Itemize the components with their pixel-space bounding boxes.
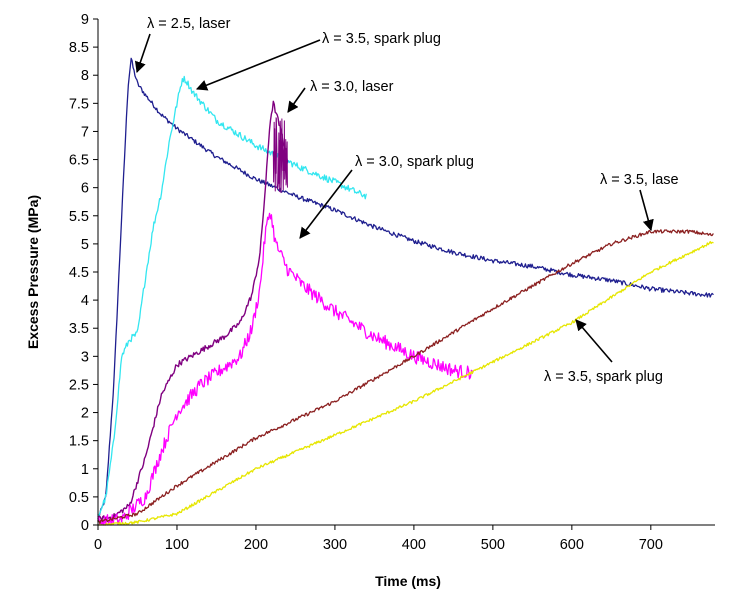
y-tick-label: 1.5	[69, 434, 89, 450]
x-axis-title: Time (ms)	[375, 573, 441, 589]
series-line-1	[97, 75, 367, 517]
series-line-2	[97, 100, 289, 522]
series-line-5	[97, 240, 714, 526]
x-tick-label: 0	[94, 537, 102, 553]
y-tick-label: 0	[81, 518, 89, 534]
annotation-arrow	[639, 189, 654, 232]
axes-layer	[97, 19, 715, 526]
y-tick-label: 5	[81, 237, 89, 253]
annotation-arrow	[195, 39, 321, 91]
annotation-arrow	[287, 87, 306, 113]
annotation-label: λ = 2.5, laser	[147, 16, 231, 32]
x-tick-label: 300	[323, 537, 347, 553]
y-tick-label: 2.5	[69, 377, 89, 393]
x-tick-label: 700	[639, 537, 663, 553]
y-tick-label: 7	[81, 124, 89, 140]
annotation-label: λ = 3.5, spark plug	[544, 369, 663, 385]
y-tick-label: 5.5	[69, 209, 89, 225]
series-layer	[97, 57, 714, 526]
annotation-label: λ = 3.5, spark plug	[322, 31, 441, 47]
y-tick-label: 3.5	[69, 321, 89, 337]
y-tick-label: 2	[81, 406, 89, 422]
x-tick-label: 100	[165, 537, 189, 553]
y-tick-label: 6	[81, 181, 89, 197]
ticks-layer: 0 100 200 300 400 500 600 700 0 0.5 1 1.5 2 2.5 3 3.5 4 4…	[69, 12, 663, 553]
annotation-label: λ = 3.5, lase	[600, 172, 679, 188]
series-oscillation-band	[272, 117, 288, 194]
y-axis-title: Excess Pressure (MPa)	[25, 195, 41, 349]
annotation-arrow	[134, 33, 151, 74]
x-tick-label: 400	[402, 537, 426, 553]
y-tick-label: 1	[81, 462, 89, 478]
y-tick-label: 8	[81, 68, 89, 84]
annotation-arrow	[299, 169, 353, 239]
y-tick-label: 3	[81, 349, 89, 365]
series-line-0	[97, 57, 714, 520]
y-tick-label: 4	[81, 293, 89, 309]
y-tick-label: 7.5	[69, 96, 89, 112]
series-line-3	[97, 212, 473, 526]
y-tick-label: 8.5	[69, 40, 89, 56]
x-tick-label: 500	[481, 537, 505, 553]
x-tick-label: 200	[244, 537, 268, 553]
annotation-label: λ = 3.0, spark plug	[355, 154, 474, 170]
annotations-layer: λ = 2.5, laser λ = 3.5, spark plug λ = 3.0…	[134, 16, 679, 385]
x-tick-label: 600	[560, 537, 584, 553]
series-line-4	[97, 229, 714, 525]
annotation-label: λ = 3.0, laser	[310, 79, 394, 95]
y-tick-label: 6.5	[69, 153, 89, 169]
y-tick-label: 4.5	[69, 265, 89, 281]
y-tick-label: 9	[81, 12, 89, 28]
y-tick-label: 0.5	[69, 490, 89, 506]
annotation-arrow	[575, 319, 613, 363]
